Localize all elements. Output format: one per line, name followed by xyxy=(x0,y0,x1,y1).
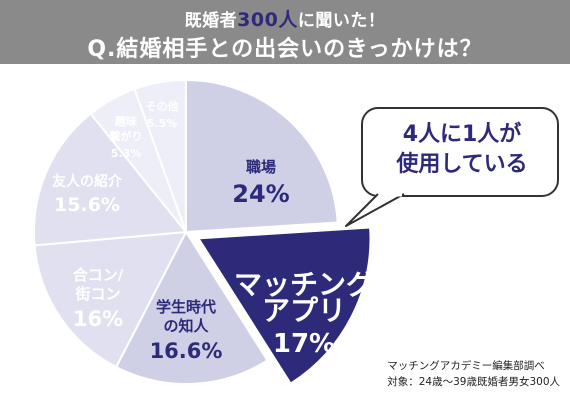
callout-line-1: 4人に1人が xyxy=(402,122,522,147)
slice-label-5-1: 繋がり xyxy=(110,129,143,143)
header-banner xyxy=(0,0,570,64)
pie-slice-4 xyxy=(33,112,188,247)
source-note: マッチングアカデミー編集部調べ 対象：24歳〜39歳既婚者男女300人 xyxy=(387,358,560,390)
slice-value-1: 17% xyxy=(273,329,335,359)
slice-label-1-1: アプリ xyxy=(262,294,346,327)
callout-box xyxy=(361,107,559,197)
slice-label-3-1: 街コン xyxy=(74,285,120,303)
source-line-1: マッチングアカデミー編集部調べ xyxy=(387,360,545,372)
subtitle-suffix: に聞いた！ xyxy=(297,11,386,31)
pie-slice-0 xyxy=(185,78,339,234)
slice-value-3: 16% xyxy=(73,307,123,331)
subtitle-prefix: 既婚者 xyxy=(184,11,238,31)
slice-label-4-0: 友人の紹介 xyxy=(52,173,123,190)
callout-bubble xyxy=(345,107,559,227)
chart-title: Q.結婚相手との出会いのきっかけは？ xyxy=(87,37,483,62)
slice-label-1-0: マッチング xyxy=(234,268,374,301)
pie-slice-1 xyxy=(196,226,372,385)
slice-value-5: 5.3% xyxy=(111,147,142,160)
slice-value-2: 16.6% xyxy=(150,339,223,363)
slice-label-5-0: 趣味 xyxy=(114,114,137,128)
callout-tail xyxy=(345,193,405,227)
slice-label-0-0: 職場 xyxy=(246,158,276,176)
slice-label-3-0: 合コン/ xyxy=(72,266,124,284)
slice-value-4: 15.6% xyxy=(54,194,120,216)
subtitle-number: 300人 xyxy=(237,9,298,31)
source-line-2: 対象：24歳〜39歳既婚者男女300人 xyxy=(387,376,560,388)
chart-subtitle: 既婚者300人に聞いた！ xyxy=(0,5,570,32)
pie-slice-3 xyxy=(33,230,188,369)
slice-label-2-1: の知人 xyxy=(163,317,209,335)
callout-line-2: 使用している xyxy=(396,152,528,177)
slice-label-2-0: 学生時代 xyxy=(156,298,216,316)
callout-text: 4人に1人が 使用している xyxy=(372,120,552,180)
pie-slice-2 xyxy=(114,229,269,385)
pie-slice-6 xyxy=(133,78,187,233)
slice-value-6: 5.5% xyxy=(147,117,178,130)
slice-label-6-0: その他 xyxy=(146,99,179,113)
slice-value-0: 24% xyxy=(232,180,289,208)
